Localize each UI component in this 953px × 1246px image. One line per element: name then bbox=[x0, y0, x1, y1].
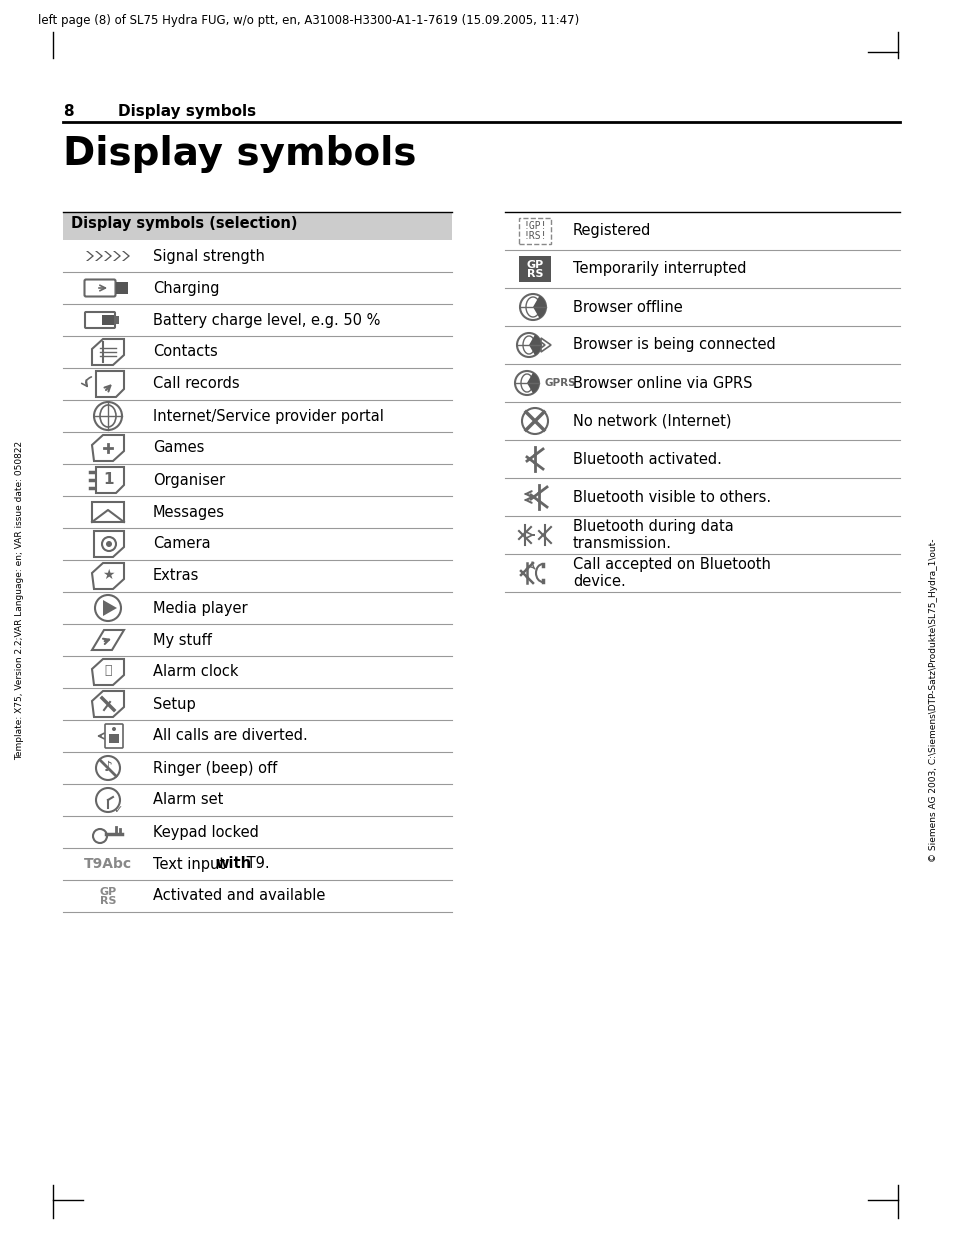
Polygon shape bbox=[112, 250, 121, 260]
Circle shape bbox=[102, 537, 116, 551]
Text: © Siemens AG 2003, C:\Siemens\DTP-Satz\Produkte\SL75_Hydra_1\out-: © Siemens AG 2003, C:\Siemens\DTP-Satz\P… bbox=[928, 538, 938, 862]
Text: GPRS: GPRS bbox=[544, 378, 576, 388]
Text: Bluetooth during data: Bluetooth during data bbox=[573, 520, 733, 535]
Text: Organiser: Organiser bbox=[152, 472, 225, 487]
Circle shape bbox=[96, 787, 120, 812]
Polygon shape bbox=[86, 250, 94, 260]
Text: device.: device. bbox=[573, 573, 625, 588]
Text: Media player: Media player bbox=[152, 601, 248, 616]
Wedge shape bbox=[529, 335, 540, 355]
Text: Activated and available: Activated and available bbox=[152, 888, 325, 903]
Wedge shape bbox=[533, 295, 545, 318]
Polygon shape bbox=[96, 467, 124, 493]
Text: RS: RS bbox=[526, 269, 542, 279]
FancyBboxPatch shape bbox=[85, 312, 115, 328]
Text: GP: GP bbox=[526, 260, 543, 270]
Text: !RS!: !RS! bbox=[522, 231, 546, 240]
Text: Ringer (beep) off: Ringer (beep) off bbox=[152, 760, 277, 775]
Circle shape bbox=[92, 829, 107, 844]
Text: Temporarily interrupted: Temporarily interrupted bbox=[573, 262, 745, 277]
Text: T9Abc: T9Abc bbox=[84, 857, 132, 871]
Circle shape bbox=[112, 726, 116, 731]
Text: T9.: T9. bbox=[242, 856, 270, 871]
Circle shape bbox=[521, 407, 547, 434]
Text: Display symbols: Display symbols bbox=[118, 103, 255, 120]
Text: Call records: Call records bbox=[152, 376, 239, 391]
Bar bbox=[116, 282, 128, 294]
Text: My stuff: My stuff bbox=[152, 633, 212, 648]
Text: Display symbols: Display symbols bbox=[63, 135, 416, 173]
Text: Contacts: Contacts bbox=[152, 344, 217, 360]
Wedge shape bbox=[526, 373, 538, 394]
Text: Charging: Charging bbox=[152, 280, 219, 295]
Bar bbox=[102, 315, 113, 325]
Text: Games: Games bbox=[152, 441, 204, 456]
FancyBboxPatch shape bbox=[85, 279, 115, 297]
Text: ★: ★ bbox=[102, 568, 114, 582]
Text: 1: 1 bbox=[104, 471, 114, 486]
Bar bbox=[63, 212, 452, 240]
Circle shape bbox=[519, 294, 545, 320]
Text: Registered: Registered bbox=[573, 223, 651, 238]
Text: Bluetooth activated.: Bluetooth activated. bbox=[573, 451, 721, 466]
Polygon shape bbox=[103, 601, 117, 616]
Text: Battery charge level, e.g. 50 %: Battery charge level, e.g. 50 % bbox=[152, 313, 380, 328]
Polygon shape bbox=[104, 250, 112, 260]
Circle shape bbox=[517, 333, 540, 358]
FancyBboxPatch shape bbox=[105, 724, 123, 748]
Text: No network (Internet): No network (Internet) bbox=[573, 414, 731, 429]
Polygon shape bbox=[122, 250, 130, 260]
Text: Text input: Text input bbox=[152, 856, 230, 871]
Circle shape bbox=[96, 756, 120, 780]
Text: ♪: ♪ bbox=[104, 760, 112, 774]
Bar bbox=[115, 316, 119, 324]
Text: Camera: Camera bbox=[152, 537, 211, 552]
Text: ⏰: ⏰ bbox=[104, 664, 112, 678]
Text: Template: X75, Version 2.2;VAR Language: en; VAR issue date: 050822: Template: X75, Version 2.2;VAR Language:… bbox=[15, 440, 25, 760]
Text: Setup: Setup bbox=[152, 697, 195, 711]
Circle shape bbox=[515, 371, 538, 395]
Text: Keypad locked: Keypad locked bbox=[152, 825, 258, 840]
Text: Browser online via GPRS: Browser online via GPRS bbox=[573, 375, 752, 390]
Bar bbox=[109, 734, 119, 743]
Polygon shape bbox=[96, 371, 124, 397]
Circle shape bbox=[106, 541, 112, 547]
Text: 8: 8 bbox=[63, 103, 73, 120]
Text: ✓: ✓ bbox=[113, 805, 123, 815]
Text: Extras: Extras bbox=[152, 568, 199, 583]
Text: Alarm clock: Alarm clock bbox=[152, 664, 238, 679]
Polygon shape bbox=[95, 250, 103, 260]
Text: Messages: Messages bbox=[152, 505, 225, 520]
Text: Internet/Service provider portal: Internet/Service provider portal bbox=[152, 409, 383, 424]
Text: Browser is being connected: Browser is being connected bbox=[573, 338, 775, 353]
Polygon shape bbox=[91, 502, 124, 522]
FancyBboxPatch shape bbox=[518, 218, 551, 244]
Text: GP: GP bbox=[99, 887, 116, 897]
Text: Display symbols (selection): Display symbols (selection) bbox=[71, 216, 297, 231]
Text: with: with bbox=[214, 856, 251, 871]
Polygon shape bbox=[91, 630, 124, 650]
Text: !GP!: !GP! bbox=[522, 221, 546, 231]
Text: Bluetooth visible to others.: Bluetooth visible to others. bbox=[573, 490, 770, 505]
Text: RS: RS bbox=[100, 896, 116, 906]
Polygon shape bbox=[91, 435, 124, 461]
Circle shape bbox=[94, 402, 122, 430]
Text: Signal strength: Signal strength bbox=[152, 248, 265, 263]
Text: Call accepted on Bluetooth: Call accepted on Bluetooth bbox=[573, 557, 770, 572]
Polygon shape bbox=[91, 339, 124, 365]
Circle shape bbox=[95, 596, 121, 621]
Text: All calls are diverted.: All calls are diverted. bbox=[152, 729, 308, 744]
Bar bbox=[518, 255, 551, 282]
Text: Alarm set: Alarm set bbox=[152, 792, 223, 807]
Polygon shape bbox=[91, 659, 124, 685]
Text: Browser offline: Browser offline bbox=[573, 299, 682, 314]
Text: left page (8) of SL75 Hydra FUG, w/o ptt, en, A31008-H3300-A1-1-7619 (15.09.2005: left page (8) of SL75 Hydra FUG, w/o ptt… bbox=[38, 14, 578, 27]
Text: transmission.: transmission. bbox=[573, 536, 671, 551]
Polygon shape bbox=[91, 563, 124, 589]
Polygon shape bbox=[540, 338, 551, 353]
Polygon shape bbox=[91, 692, 124, 716]
Polygon shape bbox=[94, 531, 124, 557]
